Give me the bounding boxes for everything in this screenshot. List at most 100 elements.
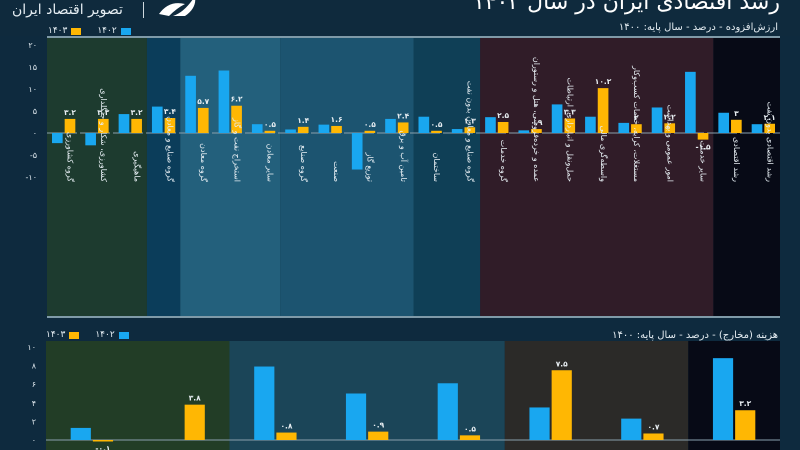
bar-1403 bbox=[697, 133, 709, 140]
data-label-1403: ۰.۵ bbox=[364, 120, 376, 129]
y-tick-label: ۸ bbox=[32, 362, 37, 371]
bar-1403 bbox=[368, 431, 389, 440]
category-label: رشد اقتصادی bbox=[732, 137, 741, 182]
y-tick-label: ۰ bbox=[32, 436, 36, 445]
bottom-chart-legend: ۱۴۰۳ ۱۴۰۲ bbox=[46, 330, 129, 340]
y-tick-label: ۲۰ bbox=[28, 41, 37, 50]
panel-services bbox=[480, 38, 714, 316]
data-label-1403: ۳.۸ bbox=[189, 394, 201, 403]
bar-1403 bbox=[197, 107, 209, 133]
data-label-1403: ۳.۳ bbox=[564, 107, 576, 116]
legend-swatch-1403 bbox=[71, 27, 82, 35]
data-label-1403: ۲ bbox=[634, 113, 639, 122]
y-tick-label: ۴ bbox=[32, 399, 36, 408]
category-label: گروه معادن bbox=[199, 143, 209, 182]
bar-1403 bbox=[264, 130, 276, 133]
bar-1402 bbox=[218, 70, 230, 133]
bar-1403 bbox=[276, 432, 297, 440]
panel-agriculture bbox=[47, 38, 147, 316]
bar-1402 bbox=[70, 427, 91, 440]
bar-1402 bbox=[51, 133, 63, 144]
bar-1402 bbox=[685, 71, 696, 133]
category-label: گروه صنایع و معادن bbox=[166, 116, 176, 182]
bar-1403 bbox=[459, 435, 481, 440]
legend-swatch-1402 bbox=[118, 331, 129, 339]
category-label: سایر معادن bbox=[266, 144, 275, 183]
bar-1402 bbox=[651, 107, 663, 133]
legend-label-1403: ۱۴۰۳ bbox=[48, 26, 68, 36]
bar-1403 bbox=[397, 122, 409, 133]
data-label-1403: ۰.۸ bbox=[280, 422, 292, 431]
category-label: عمده و خرده‌فروشی، هتل و رستوران bbox=[532, 57, 541, 182]
bar-1402 bbox=[437, 383, 458, 440]
category-label: صنعت bbox=[332, 161, 341, 182]
bar-1403 bbox=[764, 123, 776, 133]
data-label-1403: ۰.۹ bbox=[372, 421, 384, 430]
bar-1403 bbox=[497, 122, 509, 133]
bar-1402 bbox=[345, 393, 367, 440]
data-label-1403: ۳.۲ bbox=[131, 108, 143, 117]
bar-1403 bbox=[664, 123, 676, 133]
data-label-1403: ۰.۵ bbox=[430, 120, 442, 129]
category-label: ساختمان bbox=[432, 153, 441, 183]
category-label: گروه خدمات bbox=[499, 140, 509, 182]
logo-icon bbox=[159, 0, 196, 16]
bar-1403 bbox=[184, 404, 205, 440]
data-label-1403: ۰.۷ bbox=[647, 422, 659, 431]
bar-1402 bbox=[385, 118, 396, 133]
y-tick-label: -۵ bbox=[30, 151, 37, 160]
bottom-chart-title: هزینه (مخارج) - درصد - سال پایه: ۱۴۰۰ bbox=[612, 330, 778, 341]
category-label: واسطه‌گری مالی bbox=[599, 126, 609, 183]
bar-1402 bbox=[585, 116, 596, 133]
legend-swatch-1402 bbox=[120, 27, 131, 35]
bar-1403 bbox=[631, 124, 642, 133]
bar-1403 bbox=[564, 118, 576, 133]
data-label-1403: ۳.۲ bbox=[739, 399, 751, 408]
y-tick-label: ۵ bbox=[33, 107, 37, 116]
data-label-1403: ۷.۵ bbox=[556, 359, 568, 368]
category-label: کشاورزی، شکار و جنگلداری bbox=[99, 88, 109, 182]
bar-1402 bbox=[251, 124, 263, 133]
data-label-1403: ۱.۳ bbox=[464, 116, 476, 125]
bar-1403 bbox=[735, 410, 756, 440]
data-label-1403: ۲.۲ bbox=[664, 112, 676, 121]
bar-1402 bbox=[85, 133, 96, 146]
bar-1402 bbox=[618, 122, 630, 133]
logo-divider bbox=[143, 2, 144, 18]
data-label-1403: ۲.۱ bbox=[764, 113, 776, 122]
bar-1402 bbox=[118, 114, 130, 133]
data-label-1403: ۰.۵ bbox=[264, 120, 276, 129]
bar-1403 bbox=[231, 105, 242, 133]
bar-1402 bbox=[518, 130, 530, 133]
bar-1402 bbox=[751, 124, 763, 133]
bar-1402 bbox=[485, 117, 496, 133]
header bbox=[0, 0, 800, 36]
panel-bottom-border bbox=[47, 316, 780, 318]
panel-growth bbox=[713, 38, 780, 316]
category-label: امور عمومی و بهداشت bbox=[665, 105, 674, 182]
bar-1403 bbox=[597, 88, 609, 133]
category-label: گروه صنایع و معادن بدون نفت bbox=[465, 81, 475, 182]
bar-1402 bbox=[351, 133, 363, 170]
data-label-1403: ۱.۶ bbox=[331, 115, 343, 124]
bar-1402 bbox=[151, 106, 163, 133]
data-label-1403: ۵.۷ bbox=[197, 97, 209, 106]
panel-industry-no-oil bbox=[413, 38, 481, 316]
bar-1402 bbox=[451, 129, 463, 133]
category-label: توزیع گاز bbox=[366, 152, 376, 182]
category-label: سایر خدمات bbox=[699, 140, 708, 182]
bar-1402 bbox=[718, 112, 730, 133]
bar-1403 bbox=[331, 125, 342, 133]
bar-1402 bbox=[185, 75, 196, 133]
data-label-1403: ۰.۵ bbox=[464, 424, 476, 433]
bar-1403 bbox=[97, 118, 109, 133]
bar-1402 bbox=[285, 129, 296, 133]
bar-1403 bbox=[731, 119, 742, 133]
data-label-1403: -۰.۱ bbox=[95, 444, 110, 450]
panel-mining bbox=[180, 38, 281, 316]
bar-1402 bbox=[712, 358, 734, 440]
legend-label-1403: ۱۴۰۳ bbox=[46, 330, 66, 340]
bar-1403 bbox=[431, 130, 442, 133]
data-label-1403: ۲.۴ bbox=[397, 111, 409, 120]
